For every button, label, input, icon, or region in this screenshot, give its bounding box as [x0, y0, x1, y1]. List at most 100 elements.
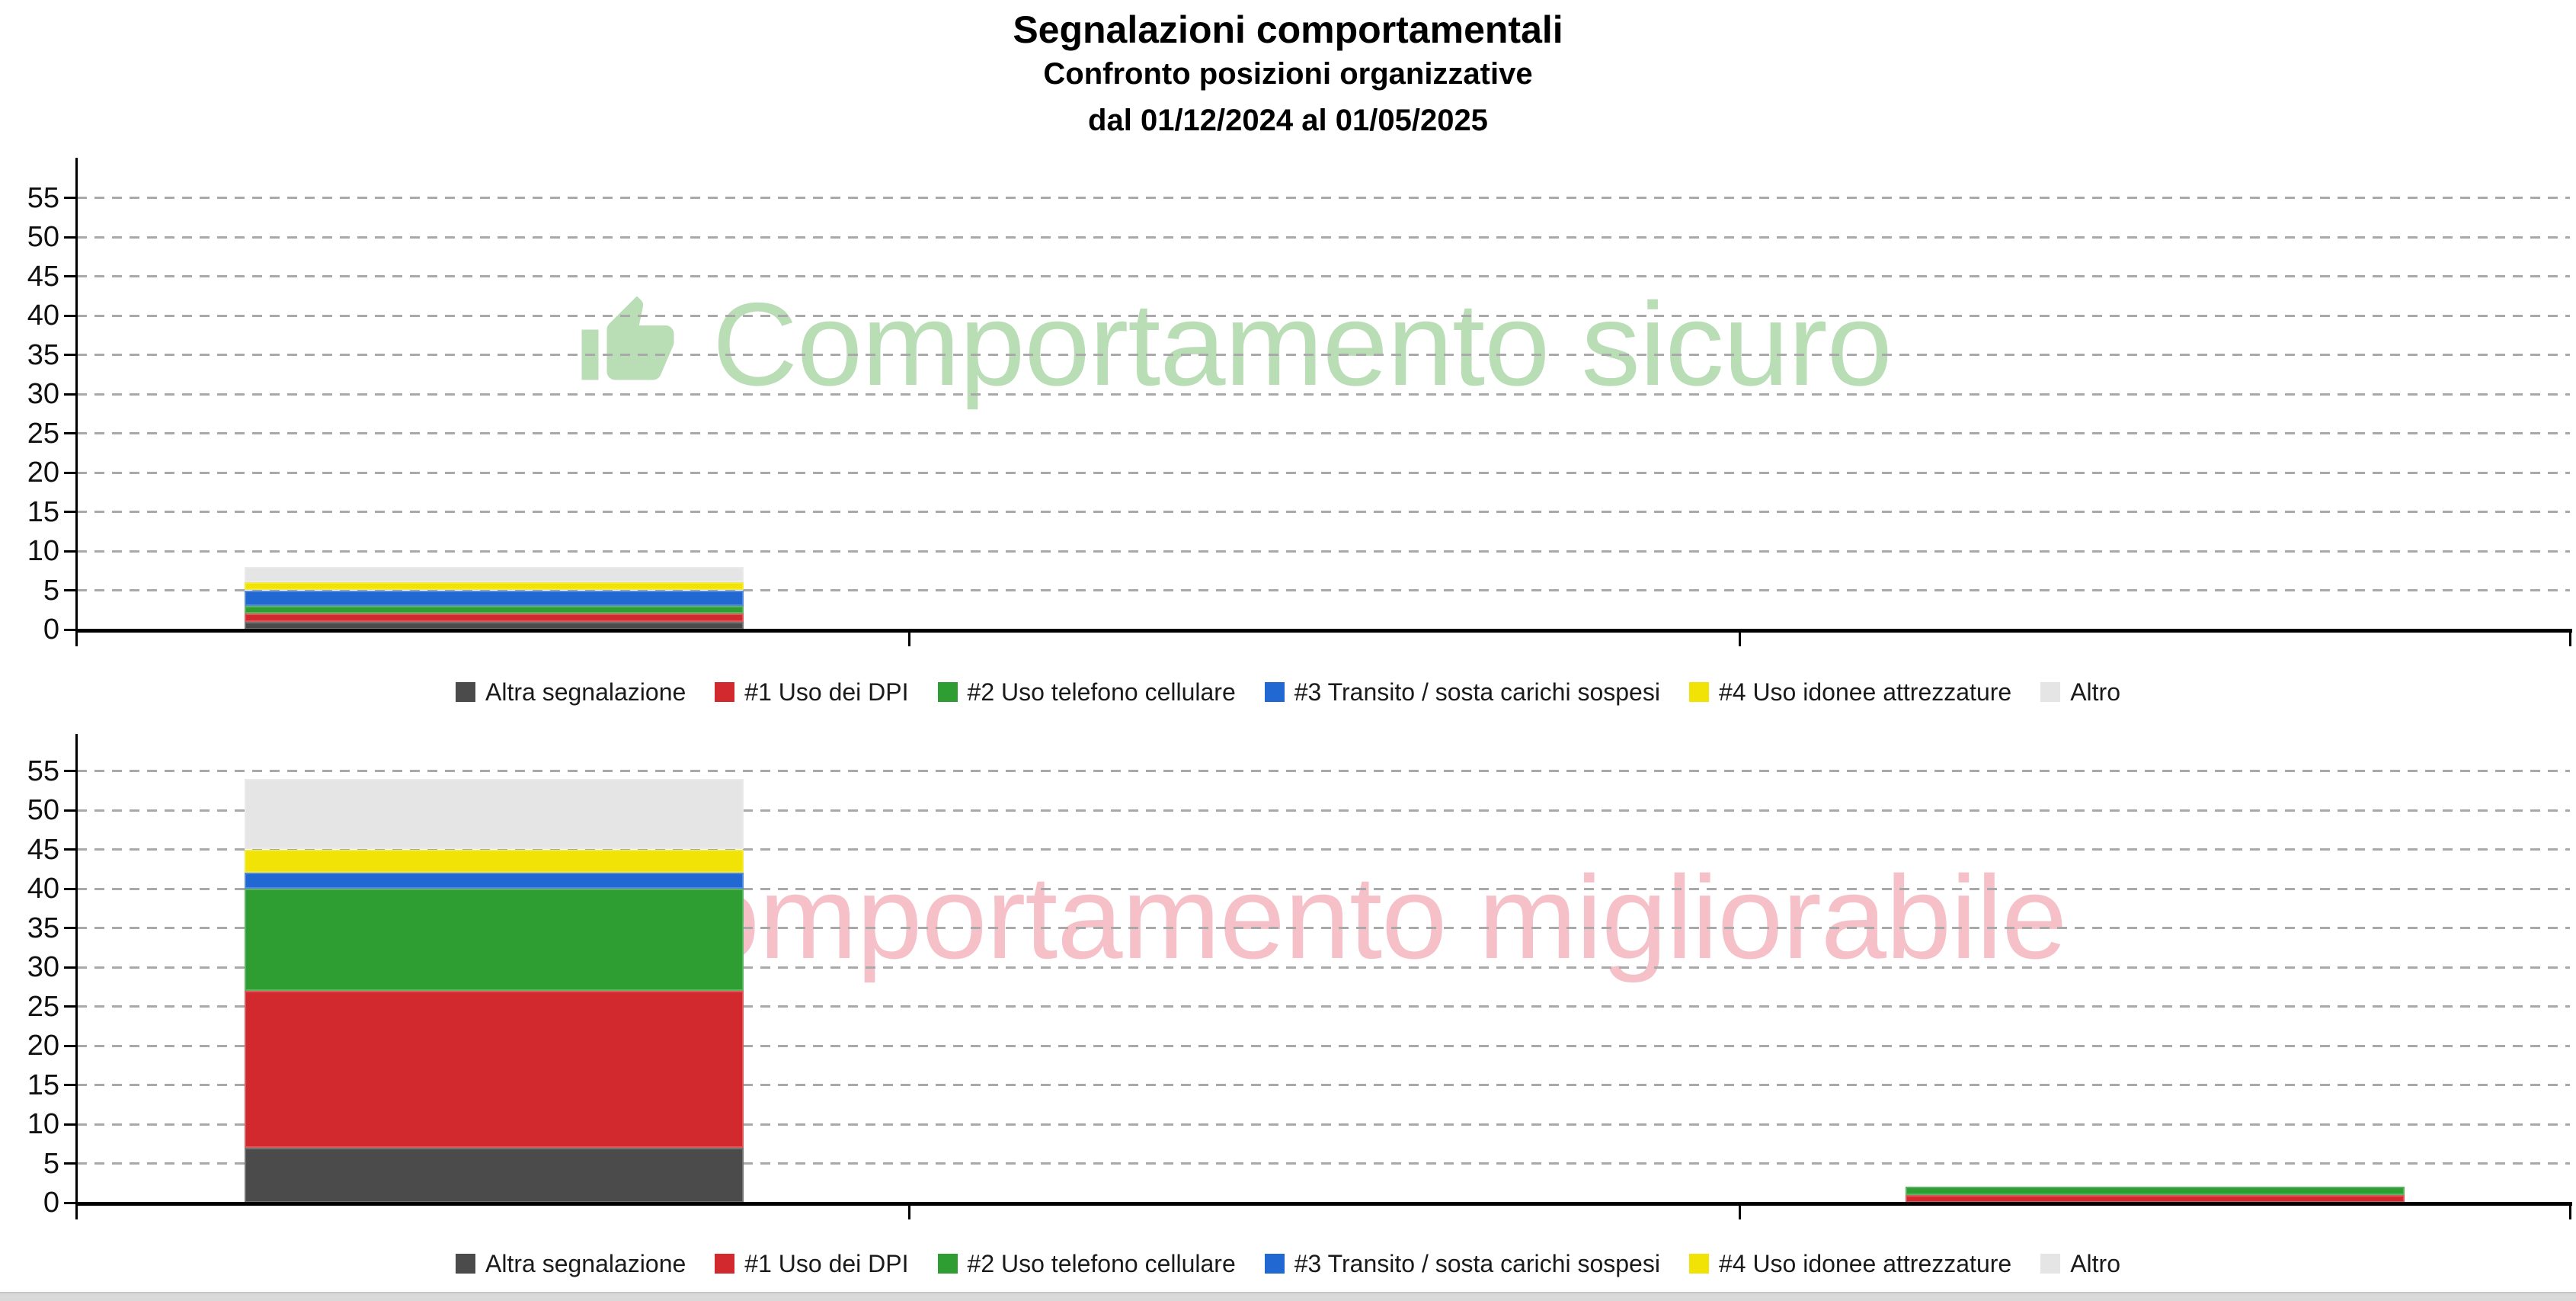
y-axis-tick-55: [64, 770, 77, 772]
y-axis-label-40: 40: [27, 300, 59, 332]
y-axis-tick-5: [64, 589, 77, 591]
y-axis-tick-25: [64, 432, 77, 434]
legend-swatch-icon: [1688, 682, 1709, 702]
y-axis-tick-35: [64, 927, 77, 929]
y-axis-label-30: 30: [27, 378, 59, 410]
legend-label: Altra segnalazione: [485, 678, 686, 706]
gridline-50: [77, 809, 2570, 812]
y-axis-label-5: 5: [43, 1147, 59, 1180]
x-axis: [75, 1202, 2572, 1206]
y-axis-tick-30: [64, 393, 77, 396]
legend-swatch-icon: [1264, 1254, 1285, 1274]
legend-swatch-icon: [456, 682, 476, 702]
gridline-10: [77, 550, 2570, 553]
legend-item-1[interactable]: Altra segnalazione: [456, 677, 686, 707]
legend-label: Altra segnalazione: [485, 1250, 686, 1277]
bar-segment: [244, 990, 744, 1148]
legend-label: #3 Transito / sosta carichi sospesi: [1294, 678, 1660, 706]
y-axis-tick-20: [64, 471, 77, 474]
bar-segment: [244, 590, 744, 607]
gridline-40: [77, 314, 2570, 317]
gridline-5: [77, 1162, 2570, 1165]
y-axis-tick-55: [64, 197, 77, 199]
y-axis-label-25: 25: [27, 990, 59, 1023]
y-axis-tick-35: [64, 354, 77, 356]
legend-item-5[interactable]: #4 Uso idonee attrezzature: [1688, 1248, 2011, 1279]
x-axis: [75, 629, 2572, 633]
legend-item-4[interactable]: #3 Transito / sosta carichi sospesi: [1264, 677, 1660, 707]
bar-segment: [244, 606, 744, 614]
bar-segment: [1905, 1194, 2405, 1203]
legend-item-6[interactable]: Altro: [2040, 1248, 2120, 1279]
y-axis-tick-0: [64, 1201, 77, 1204]
y-axis-label-0: 0: [43, 614, 59, 646]
y-axis-tick-0: [64, 628, 77, 631]
chart-header: Segnalazioni comportamentali Confronto p…: [0, 8, 2576, 145]
gridline-50: [77, 236, 2570, 239]
y-axis-label-20: 20: [27, 457, 59, 489]
legend-item-1[interactable]: Altra segnalazione: [456, 1248, 686, 1279]
y-axis-label-5: 5: [43, 574, 59, 607]
y-axis-tick-45: [64, 848, 77, 851]
gridline-20: [77, 471, 2570, 474]
y-axis-label-50: 50: [27, 794, 59, 826]
legend-item-3[interactable]: #2 Uso telefono cellulare: [937, 1248, 1236, 1279]
legend-top: Altra segnalazione #1 Uso dei DPI #2 Uso t…: [0, 677, 2576, 707]
thumbs-up-icon: [578, 292, 678, 393]
y-axis-label-55: 55: [27, 755, 59, 787]
gridline-30: [77, 966, 2570, 969]
y-axis-label-35: 35: [27, 912, 59, 944]
y-axis-tick-45: [64, 275, 77, 277]
y-axis-label-10: 10: [27, 535, 59, 567]
gridline-15: [77, 1084, 2570, 1086]
legend-item-2[interactable]: #1 Uso dei DPI: [715, 1248, 909, 1279]
legend-label: Altro: [2070, 1250, 2120, 1277]
legend-swatch-icon: [937, 682, 958, 702]
legend-label: #2 Uso telefono cellulare: [967, 1250, 1236, 1277]
bar-segment: [244, 873, 744, 889]
y-axis-tick-50: [64, 809, 77, 812]
bar-segment: [244, 1147, 744, 1203]
horizontal-scrollbar[interactable]: [0, 1292, 2576, 1301]
gridline-15: [77, 511, 2570, 513]
legend-swatch-icon: [715, 1254, 735, 1274]
y-axis-tick-10: [64, 1123, 77, 1126]
legend-swatch-icon: [715, 682, 735, 702]
y-axis-tick-50: [64, 236, 77, 239]
gridline-20: [77, 1044, 2570, 1047]
gridline-30: [77, 393, 2570, 396]
legend-item-3[interactable]: #2 Uso telefono cellulare: [937, 677, 1236, 707]
gridline-55: [77, 770, 2570, 772]
legend-item-6[interactable]: Altro: [2040, 677, 2120, 707]
gridline-45: [77, 848, 2570, 851]
y-axis-label-20: 20: [27, 1030, 59, 1062]
y-axis: [75, 158, 78, 646]
gridline-5: [77, 589, 2570, 591]
bar-segment: [244, 849, 744, 873]
legend-item-4[interactable]: #3 Transito / sosta carichi sospesi: [1264, 1248, 1660, 1279]
bar-segment: [1905, 1187, 2405, 1195]
y-axis: [75, 734, 78, 1219]
legend-item-5[interactable]: #4 Uso idonee attrezzature: [1688, 677, 2011, 707]
legend-label: #3 Transito / sosta carichi sospesi: [1294, 1250, 1660, 1277]
legend-item-2[interactable]: #1 Uso dei DPI: [715, 677, 909, 707]
x-axis-tick-1: [1739, 633, 1741, 646]
legend-label: #2 Uso telefono cellulare: [967, 678, 1236, 706]
y-axis-tick-15: [64, 511, 77, 513]
y-axis-label-55: 55: [27, 181, 59, 214]
legend-swatch-icon: [1688, 1254, 1709, 1274]
y-axis-label-25: 25: [27, 417, 59, 450]
y-axis-label-45: 45: [27, 833, 59, 866]
y-axis-tick-25: [64, 1005, 77, 1008]
y-axis-label-15: 15: [27, 1069, 59, 1101]
bar-segment: [244, 614, 744, 622]
bar-segment: [244, 889, 744, 991]
y-axis-label-45: 45: [27, 260, 59, 293]
legend-label: Altro: [2070, 678, 2120, 706]
legend-label: #1 Uso dei DPI: [744, 1250, 909, 1277]
y-axis-tick-40: [64, 314, 77, 317]
x-axis-tick-2: [2569, 633, 2571, 646]
bar-segment: [244, 621, 744, 630]
